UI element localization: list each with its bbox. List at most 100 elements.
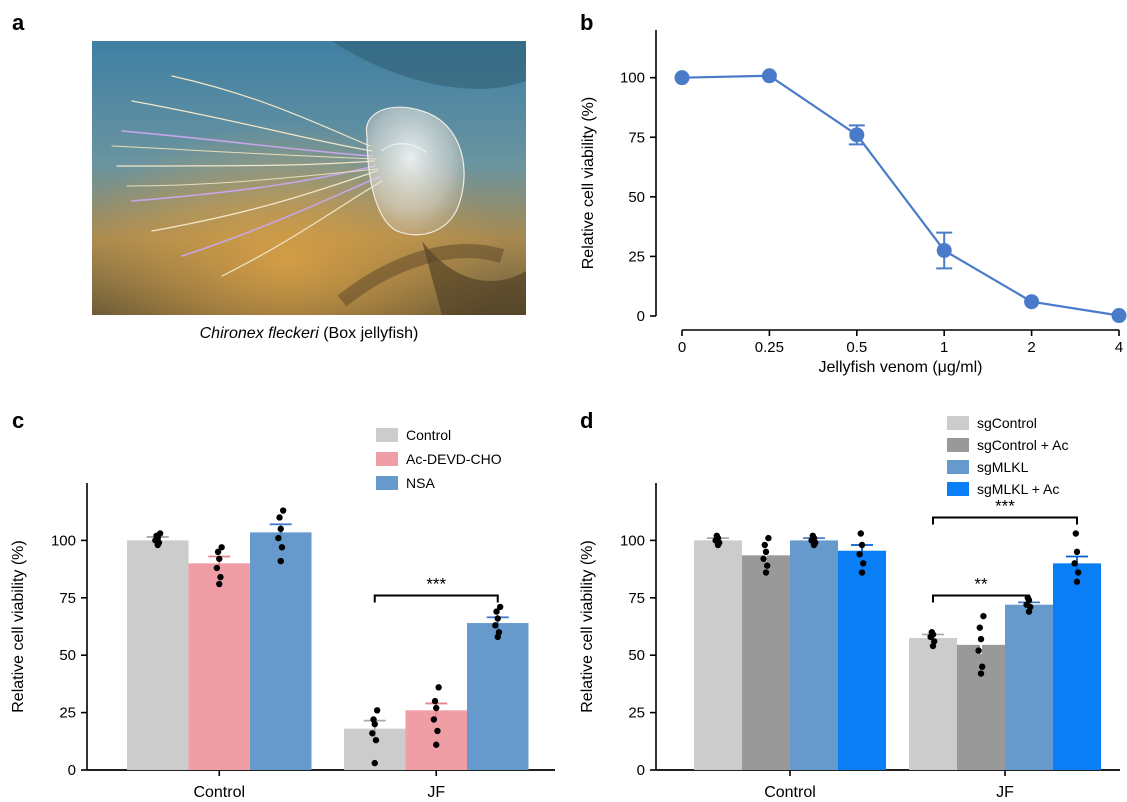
legend-label-c: NSA (406, 475, 435, 491)
data-dot-c (373, 707, 381, 714)
legend-swatch-d (947, 482, 969, 496)
data-dot-c (275, 534, 282, 542)
category-label-c: Control (193, 784, 245, 801)
y-tick-label-b: 0 (637, 308, 645, 325)
data-dot-d (977, 635, 985, 643)
significance-label-d: *** (995, 496, 1015, 515)
photo-caption: Chironex fleckeri (Box jellyfish) (92, 325, 526, 343)
data-dot-c (370, 716, 377, 723)
data-dot-c (494, 615, 501, 622)
bar-chart-c: 0 25 50 75 100 Relative cell viability (%) Con… (10, 427, 555, 801)
data-dot-d (975, 647, 982, 654)
data-dot-c (218, 544, 225, 551)
y-tick-label-c: 50 (59, 647, 76, 664)
data-point-b (674, 70, 690, 86)
x-axis-label-b: Jellyfish venom (μg/ml) (819, 359, 983, 376)
bar-d (1005, 604, 1053, 770)
data-dot-d (1072, 530, 1080, 537)
data-dot-c (433, 704, 440, 712)
data-dot-c (493, 608, 500, 615)
significance-label-c: *** (426, 575, 446, 594)
x-tick-label-b: 0.5 (846, 339, 867, 356)
data-dot-c (277, 525, 284, 533)
data-dot-c (276, 514, 283, 521)
y-tick-label-d: 50 (628, 647, 645, 664)
legend-label-d: sgControl (977, 415, 1037, 431)
bar-d (1053, 563, 1101, 770)
data-dot-d (928, 629, 935, 636)
legend-swatch-d (947, 416, 969, 430)
y-tick-label-b: 100 (620, 70, 645, 87)
data-dot-c (277, 557, 284, 565)
y-tick-label-d: 75 (628, 590, 645, 607)
data-dot-c (369, 730, 376, 737)
data-dot-d (858, 569, 866, 576)
category-label-d: JF (996, 784, 1014, 801)
data-dot-c (372, 736, 380, 744)
bar-chart-d: 0 25 50 75 100 Relative cell viability (%) Con… (579, 415, 1120, 801)
category-label-d: Control (764, 784, 816, 801)
bar-d (790, 540, 838, 770)
y-tick-label-d: 0 (637, 762, 645, 779)
data-dot-d (762, 548, 770, 556)
legend-label-d: sgMLKL + Ac (977, 481, 1059, 497)
legend-label-d: sgMLKL (977, 459, 1029, 475)
significance-bracket-c (373, 594, 499, 603)
data-dot-d (765, 534, 772, 542)
data-dot-d (1073, 548, 1081, 556)
panel-letter-c: c (12, 408, 25, 433)
data-dot-c (156, 530, 164, 537)
data-point-b (1111, 308, 1127, 324)
legend-label-d: sgControl + Ac (977, 437, 1068, 453)
bar-c (188, 563, 250, 770)
species-name: Chironex fleckeri (199, 325, 319, 342)
data-dot-c (278, 544, 286, 551)
bar-c (250, 532, 312, 770)
data-dot-c (279, 507, 287, 514)
data-dot-c (492, 622, 499, 629)
data-dot-c (216, 580, 223, 588)
data-point-b (761, 68, 777, 84)
y-tick-label-c: 75 (59, 590, 76, 607)
legend-label-c: Control (406, 427, 451, 443)
bar-c (127, 540, 189, 770)
y-tick-label-b: 75 (628, 129, 645, 146)
category-label-c: JF (427, 784, 445, 801)
data-dot-d (857, 530, 864, 537)
y-axis-label-c: Relative cell viability (%) (10, 540, 27, 713)
data-dot-d (931, 638, 938, 645)
bar-d (838, 550, 886, 770)
data-dot-d (1075, 569, 1082, 576)
bar-d (957, 644, 1005, 770)
x-tick-label-b: 0.25 (755, 339, 784, 356)
significance-bracket-d (932, 594, 1030, 603)
y-tick-label-b: 50 (628, 189, 645, 206)
data-point-b (849, 127, 865, 143)
y-tick-label-c: 100 (51, 532, 76, 549)
x-tick-label-b: 4 (1115, 339, 1123, 356)
legend-label-c: Ac-DEVD-CHO (406, 451, 502, 467)
data-dot-c (214, 548, 222, 556)
legend-swatch-c (376, 428, 398, 442)
data-dot-d (858, 541, 866, 549)
data-dot-c (213, 564, 221, 572)
data-dot-c (371, 759, 378, 767)
bar-d (909, 637, 957, 770)
data-dot-c (495, 629, 503, 636)
common-name: (Box jellyfish) (318, 325, 419, 342)
data-dot-d (979, 663, 986, 670)
panel-letter-b: b (580, 10, 594, 35)
panel-letter-a: a (12, 10, 25, 35)
data-dot-d (760, 555, 767, 562)
y-tick-label-b: 25 (628, 248, 645, 265)
data-dot-d (761, 541, 768, 549)
data-dot-d (976, 624, 983, 631)
data-dot-d (860, 560, 867, 567)
data-dot-d (809, 532, 816, 540)
x-tick-label-b: 1 (940, 339, 948, 356)
data-dot-c (435, 684, 442, 691)
line-chart-b: 0 25 50 75 100 0 0.25 0.5 1 2 4 Relative cell viabi… (580, 30, 1127, 376)
data-dot-d (713, 532, 720, 540)
y-axis-label-d: Relative cell viability (%) (579, 540, 596, 713)
